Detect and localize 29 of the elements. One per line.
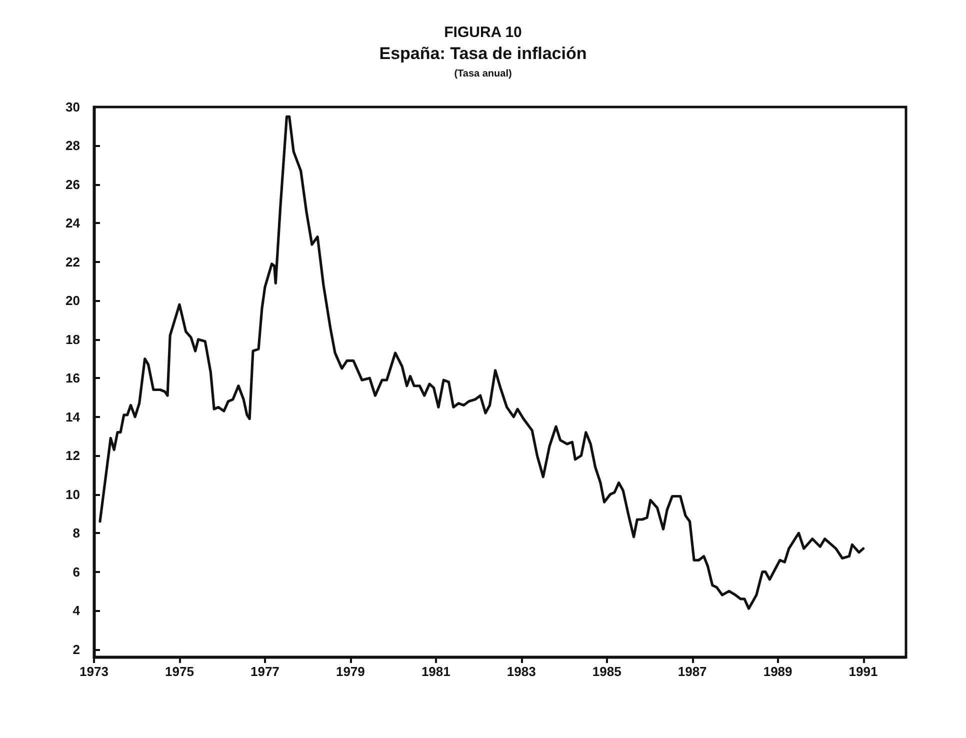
x-tick-label: 1981 [421, 664, 450, 679]
y-tick-label: 26 [66, 176, 80, 192]
x-tick-label: 1987 [678, 664, 707, 679]
chart-title: FIGURA 10 [444, 24, 522, 41]
y-tick-label: 24 [66, 216, 81, 231]
x-tick-label: 1973 [80, 664, 108, 679]
y-tick-label: 6 [72, 564, 80, 580]
x-tick-label: 1983 [506, 664, 536, 679]
y-tick-label: 18 [66, 332, 80, 347]
x-tick-label: 1977 [250, 664, 280, 679]
x-tick-label: 1975 [165, 664, 194, 679]
y-tick-label: 30 [66, 100, 80, 114]
y-tick-label: 10 [66, 486, 80, 502]
x-tick-label: 1991 [848, 664, 878, 679]
x-tick-label: 1989 [763, 664, 792, 679]
y-tick-label: 2 [72, 642, 80, 657]
x-tick-label: 1985 [592, 664, 622, 679]
y-tick-label: 16 [66, 370, 80, 386]
y-tick-label: 8 [72, 526, 80, 541]
y-tick-label: 28 [66, 138, 80, 154]
x-tick-label: 1979 [336, 664, 365, 679]
y-tick-label: 4 [72, 603, 81, 618]
y-tick-label: 14 [66, 409, 81, 424]
line-series [98, 115, 865, 610]
y-tick-label: 20 [66, 293, 80, 308]
y-tick-label: 12 [66, 448, 80, 464]
chart-subtitle: España: Tasa de inflación [379, 44, 587, 63]
text: (Tasa anual) [454, 68, 512, 80]
y-tick-label: 22 [66, 254, 80, 270]
